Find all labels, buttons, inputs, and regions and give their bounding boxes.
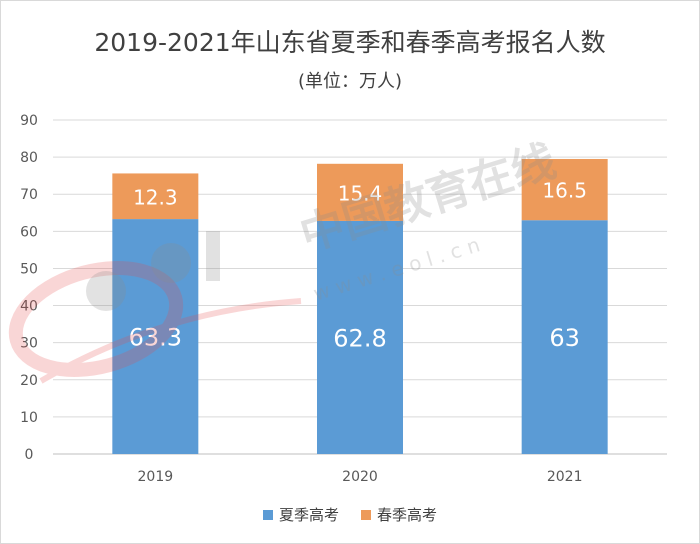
data-label: 63 [549, 324, 580, 352]
y-tick-label: 50 [20, 261, 38, 277]
y-tick-label: 30 [20, 336, 38, 352]
y-tick-label: 40 [20, 299, 38, 315]
x-tick-label: 2021 [547, 469, 583, 485]
bar-summer-2020 [317, 220, 403, 454]
data-label: 15.4 [338, 181, 383, 205]
y-tick-label: 10 [20, 410, 38, 426]
y-tick-label: 60 [20, 224, 38, 240]
y-tick-label: 20 [20, 373, 38, 389]
bar-spring-2021 [521, 158, 608, 221]
bar-summer-2019 [112, 219, 199, 454]
legend-label: 夏季高考 [278, 506, 339, 524]
data-label: 16.5 [542, 179, 587, 203]
legend-swatch [361, 509, 371, 520]
chart-title: 2019-2021年山东省夏季和春季高考报名人数 [94, 28, 606, 57]
bar-spring-2019 [112, 173, 199, 220]
legend-label: 春季高考 [377, 506, 438, 524]
bar-summer-2021 [521, 220, 608, 454]
y-tick-label: 0 [25, 447, 34, 463]
x-tick-label: 2019 [138, 469, 174, 485]
legend-item: 夏季高考 [262, 504, 339, 525]
bar-spring-2020 [317, 163, 403, 221]
chart-legend: 夏季高考 春季高考 [1, 504, 699, 525]
data-label: 62.8 [333, 324, 386, 352]
legend-item: 春季高考 [361, 504, 437, 525]
y-tick-label: 90 [20, 113, 38, 129]
legend-swatch [262, 509, 273, 520]
y-tick-label: 70 [20, 187, 38, 203]
y-tick-label: 80 [20, 150, 38, 166]
data-label: 12.3 [133, 185, 178, 209]
data-label: 63.3 [129, 324, 182, 352]
chart-subtitle: (单位：万人) [297, 71, 403, 92]
x-tick-label: 2020 [342, 469, 378, 485]
